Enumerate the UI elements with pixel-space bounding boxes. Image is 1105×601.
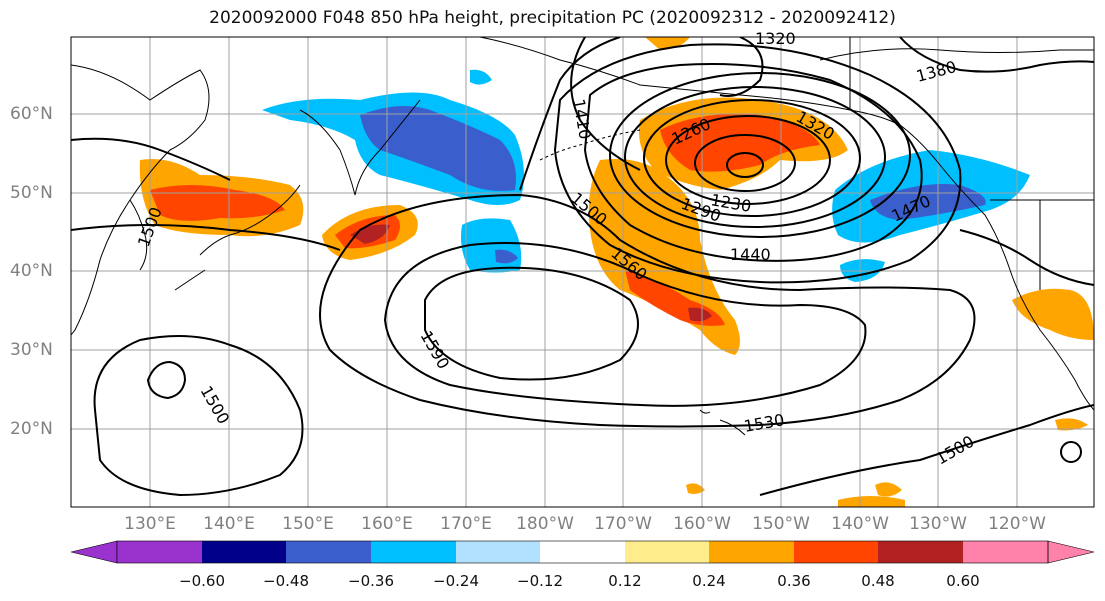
colorbar-tick-label: 0.60 [946, 572, 980, 590]
contour-label: 1500 [933, 432, 978, 469]
shade-positive-south-c [686, 483, 705, 494]
colorbar-tick-label: −0.24 [433, 572, 479, 590]
colorbar-low-arrow [70, 540, 118, 564]
colorbar-bin [625, 541, 709, 563]
lat-label-30n: 30°N [10, 340, 53, 360]
contour-label: 1440 [730, 245, 771, 264]
lat-label-40n: 40°N [10, 261, 53, 281]
lon-label: 150°E [282, 514, 334, 534]
contour-label: 1530 [742, 410, 785, 436]
kamchatka-coast [299, 99, 421, 196]
hawaii [699, 409, 746, 436]
shade-negative-central-core [495, 249, 518, 264]
colorbar-tick-label: 0.36 [777, 572, 811, 590]
asia-coast [71, 64, 210, 336]
colorbar-high-arrow [1047, 540, 1095, 564]
shade-positive-gulf-low-core [660, 114, 820, 172]
shade-positive-band-dark [688, 307, 712, 322]
contour-1530 [319, 193, 976, 428]
contour-1440 [583, 63, 923, 262]
colorbar [70, 540, 1095, 564]
contour-1500-west [93, 335, 304, 497]
shade-positive-japan-core [150, 185, 285, 221]
lon-label: 150°W [752, 514, 810, 534]
colorbar-tick-label: −0.60 [179, 572, 225, 590]
colorbar-bin [963, 541, 1048, 563]
lon-label: 130°E [124, 514, 176, 534]
shading-layer [139, 37, 1094, 507]
colorbar-tick-label: 0.48 [861, 572, 895, 590]
lon-label: 170°E [440, 514, 492, 534]
contour-label: 1380 [914, 57, 958, 86]
contour-1560 [383, 242, 867, 407]
contour-1470 [553, 43, 962, 284]
lon-label: 160°E [361, 514, 413, 534]
aleutians [539, 129, 641, 161]
colorbar-bin [117, 541, 202, 563]
colorbar-bin [878, 541, 963, 563]
colorbar-bin [456, 541, 540, 563]
lon-label: 170°W [594, 514, 652, 534]
colorbar-bin [202, 541, 286, 563]
map-frame [70, 36, 1095, 508]
colorbar-tick-label: −0.36 [348, 572, 394, 590]
colorbar-bin [540, 541, 625, 563]
contour-labels: 1320 1380 1410 1260 1320 1230 1290 1500 … [134, 29, 977, 468]
lon-label: 160°W [673, 514, 731, 534]
canada-border [849, 37, 1094, 290]
coastlines [71, 37, 1094, 436]
colorbar-tick-label: −0.48 [263, 572, 309, 590]
colorbar-bin [371, 541, 456, 563]
shade-positive-california [1012, 288, 1094, 340]
lon-label: 180°W [516, 514, 574, 534]
contour-label: 1500 [197, 383, 234, 428]
shade-positive-south-a [838, 496, 905, 507]
height-contours [71, 37, 1094, 497]
contour-1380 [899, 37, 1094, 73]
lat-label-60n: 60°N [10, 104, 53, 124]
lon-label: 130°W [909, 514, 967, 534]
contour-1590 [424, 266, 639, 381]
colorbar-tick-label: 0.12 [608, 572, 642, 590]
contour-outer-west [71, 224, 341, 251]
shade-positive-south-d [1055, 418, 1088, 431]
graticule [71, 37, 1094, 507]
colorbar-bin [286, 541, 371, 563]
contour-1500-japan [71, 137, 231, 181]
contour-1500-small [146, 360, 187, 400]
contour-1500-east [959, 229, 1094, 286]
shade-negative-bering-core [360, 106, 516, 191]
colorbar-frame [116, 540, 1049, 564]
north-america-top [819, 48, 1094, 61]
lat-label-20n: 20°N [10, 419, 53, 439]
lon-label: 120°W [988, 514, 1046, 534]
shade-positive-south-b [875, 482, 902, 497]
shade-positive-kuril-dark [350, 224, 390, 244]
colorbar-tick-label: −0.12 [517, 572, 563, 590]
na-west-coast [984, 214, 1094, 411]
contour-1500-north [519, 37, 764, 191]
alaska-coast [479, 37, 986, 216]
contour-small-ring [1060, 441, 1082, 463]
contour-1410 [570, 37, 641, 171]
japan-coast [174, 184, 301, 291]
korea-coast [129, 199, 148, 271]
shade-negative-north [470, 69, 492, 85]
contour-1500-south [759, 404, 1094, 496]
colorbar-bin [794, 541, 878, 563]
lon-label: 140°W [831, 514, 889, 534]
colorbar-tick-label: 0.24 [692, 572, 726, 590]
shade-positive-north-pac [645, 37, 690, 50]
colorbar-bin [709, 541, 794, 563]
map-title: 2020092000 F048 850 hPa height, precipit… [209, 8, 896, 28]
lat-label-50n: 50°N [10, 183, 53, 203]
contour-label: 1410 [569, 97, 595, 140]
contour-label: 1320 [755, 29, 796, 48]
lon-label: 140°E [203, 514, 255, 534]
